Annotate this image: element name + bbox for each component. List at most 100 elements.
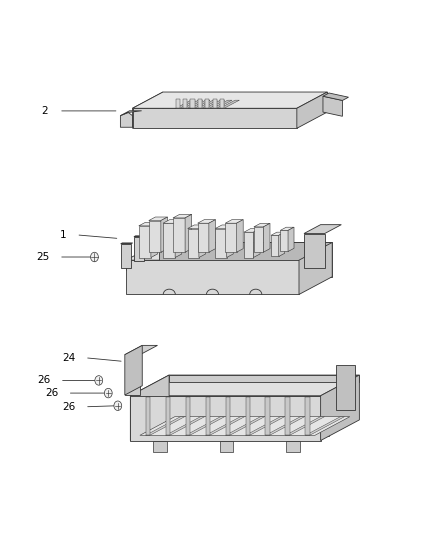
Polygon shape — [125, 345, 142, 395]
Polygon shape — [299, 243, 332, 294]
Polygon shape — [134, 236, 146, 237]
Polygon shape — [215, 229, 226, 257]
Polygon shape — [131, 375, 169, 441]
Polygon shape — [144, 231, 154, 255]
Polygon shape — [286, 441, 300, 451]
Polygon shape — [182, 426, 196, 436]
Polygon shape — [205, 417, 244, 435]
Text: 2: 2 — [42, 106, 48, 116]
Polygon shape — [173, 214, 192, 218]
Polygon shape — [198, 99, 202, 108]
Polygon shape — [187, 225, 205, 229]
Polygon shape — [225, 223, 237, 252]
Polygon shape — [305, 417, 345, 435]
Polygon shape — [183, 99, 187, 108]
Polygon shape — [198, 223, 209, 252]
Polygon shape — [145, 397, 150, 435]
Polygon shape — [133, 92, 163, 128]
Polygon shape — [163, 92, 327, 112]
Polygon shape — [246, 397, 250, 435]
Polygon shape — [212, 99, 217, 108]
Polygon shape — [304, 224, 341, 233]
Circle shape — [104, 389, 112, 398]
Polygon shape — [237, 220, 243, 252]
Polygon shape — [286, 417, 325, 435]
Polygon shape — [280, 227, 294, 230]
Polygon shape — [125, 345, 158, 354]
Polygon shape — [336, 365, 355, 410]
Text: 25: 25 — [36, 252, 49, 262]
Polygon shape — [271, 232, 285, 236]
Polygon shape — [163, 220, 182, 223]
Polygon shape — [176, 99, 180, 108]
Polygon shape — [205, 397, 210, 435]
Polygon shape — [254, 227, 263, 252]
Polygon shape — [226, 417, 265, 435]
Polygon shape — [321, 375, 359, 441]
Polygon shape — [186, 397, 190, 435]
Polygon shape — [139, 226, 151, 257]
Polygon shape — [139, 222, 158, 226]
Polygon shape — [279, 232, 285, 256]
Polygon shape — [315, 426, 329, 436]
Polygon shape — [173, 218, 185, 252]
Polygon shape — [205, 99, 209, 108]
Polygon shape — [191, 100, 210, 108]
Text: 26: 26 — [37, 375, 50, 385]
Polygon shape — [145, 417, 185, 435]
Polygon shape — [191, 99, 195, 108]
Polygon shape — [183, 100, 203, 108]
Circle shape — [114, 401, 122, 410]
Polygon shape — [133, 108, 297, 128]
Polygon shape — [131, 375, 359, 395]
Polygon shape — [226, 397, 230, 435]
Polygon shape — [187, 229, 199, 257]
Polygon shape — [254, 223, 270, 227]
Polygon shape — [205, 100, 225, 108]
Circle shape — [91, 252, 99, 262]
Polygon shape — [198, 220, 215, 223]
Text: 26: 26 — [62, 402, 75, 412]
Polygon shape — [288, 227, 294, 252]
Polygon shape — [153, 441, 166, 451]
Polygon shape — [323, 96, 343, 116]
Polygon shape — [125, 354, 140, 395]
Polygon shape — [149, 221, 161, 252]
Polygon shape — [271, 236, 279, 256]
Polygon shape — [198, 100, 217, 108]
Polygon shape — [120, 112, 133, 127]
Polygon shape — [220, 99, 224, 108]
Polygon shape — [126, 260, 299, 270]
Polygon shape — [131, 395, 321, 441]
Polygon shape — [297, 92, 327, 128]
Text: 24: 24 — [62, 353, 75, 363]
Polygon shape — [149, 217, 167, 221]
Polygon shape — [244, 229, 260, 232]
Polygon shape — [120, 243, 133, 244]
Polygon shape — [185, 214, 192, 252]
Polygon shape — [209, 220, 215, 252]
Polygon shape — [161, 217, 167, 252]
Polygon shape — [220, 441, 233, 451]
Polygon shape — [226, 225, 233, 257]
Polygon shape — [220, 100, 240, 108]
Polygon shape — [133, 92, 327, 108]
Polygon shape — [280, 230, 288, 252]
Polygon shape — [144, 230, 156, 231]
Polygon shape — [305, 397, 310, 435]
Polygon shape — [263, 223, 270, 252]
Polygon shape — [323, 93, 349, 100]
Polygon shape — [163, 223, 175, 257]
Polygon shape — [175, 220, 182, 257]
Text: 26: 26 — [45, 388, 58, 398]
Polygon shape — [225, 220, 243, 223]
Polygon shape — [286, 397, 290, 435]
Polygon shape — [140, 417, 350, 435]
Polygon shape — [186, 417, 225, 435]
Polygon shape — [265, 397, 270, 435]
Polygon shape — [212, 100, 232, 108]
Polygon shape — [199, 225, 205, 257]
Polygon shape — [265, 417, 304, 435]
Text: 1: 1 — [60, 230, 67, 240]
Circle shape — [95, 376, 102, 385]
